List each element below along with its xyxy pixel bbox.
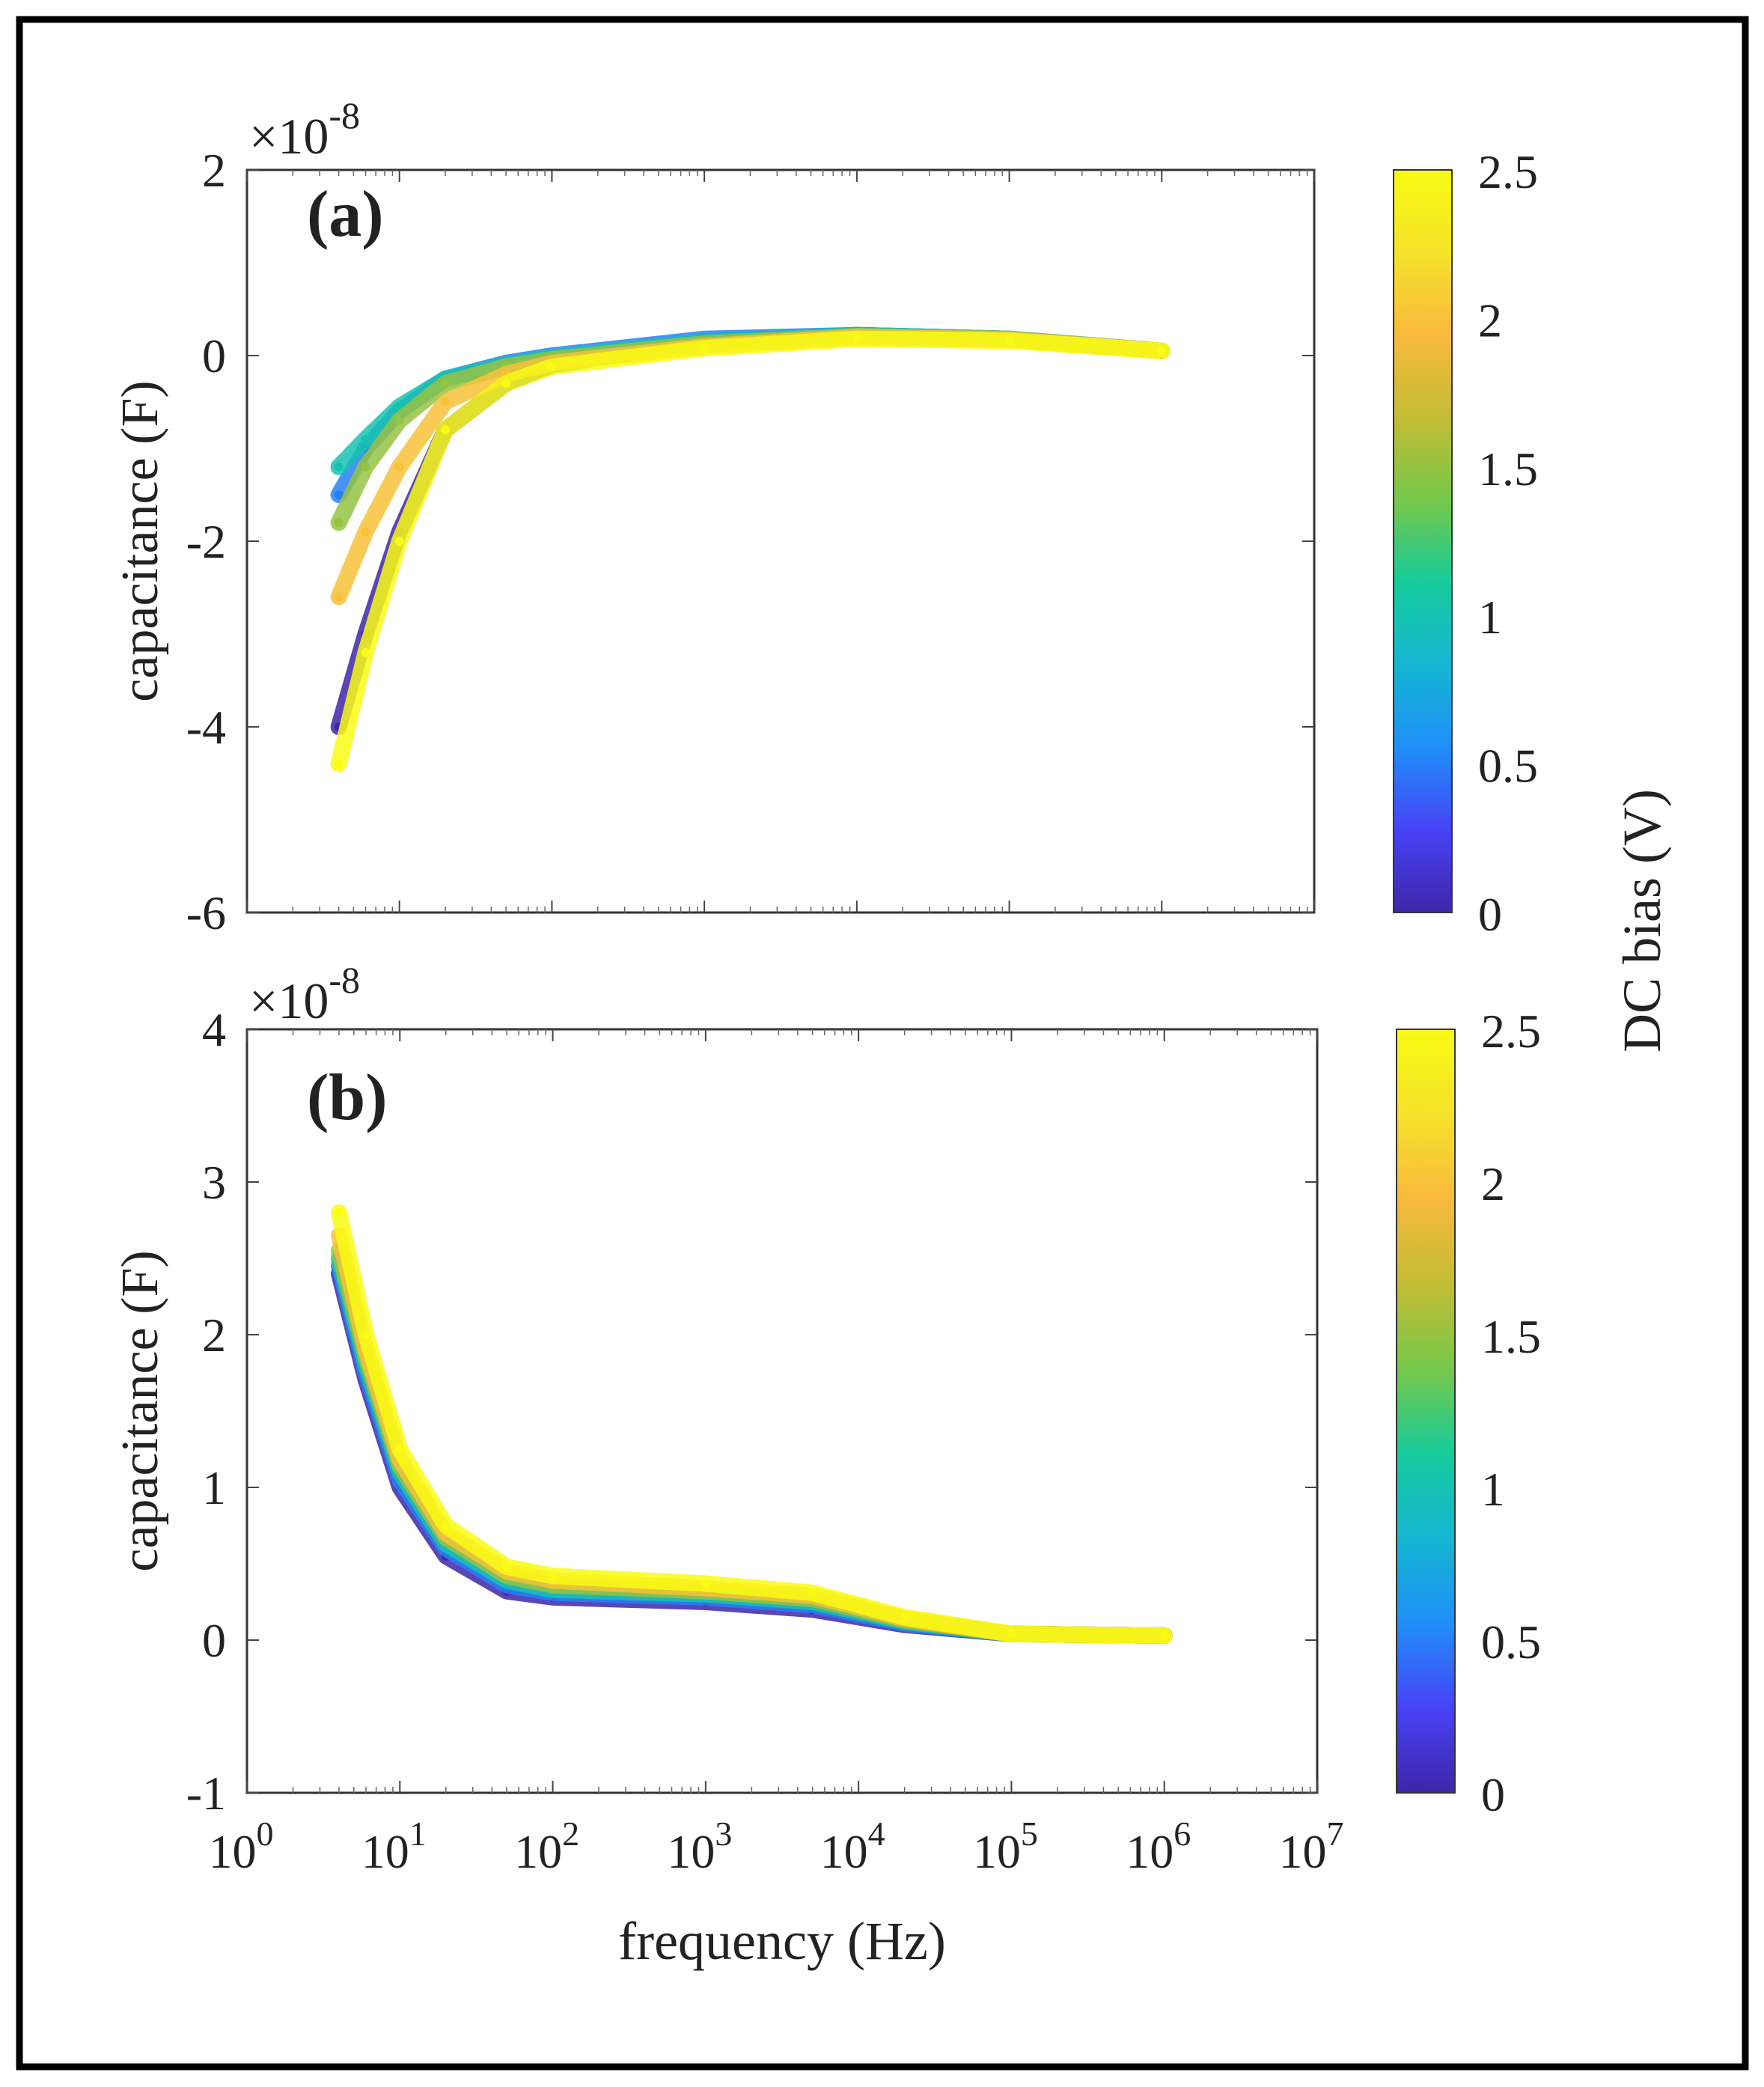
- y-exponent-b-power: -8: [329, 959, 360, 1001]
- panel-a: -6 -4 -2 0 2 (a) ×10-8 capacitance (F) 0 0.5 1…: [112, 94, 1538, 941]
- y-exponent-a: ×10-8: [249, 94, 360, 165]
- data-point: [334, 490, 344, 499]
- plot-b-series: [331, 1204, 1173, 1644]
- ytick-label: 4: [202, 1003, 226, 1056]
- colorbar-tick-label: 0: [1481, 1768, 1505, 1821]
- data-point: [547, 362, 557, 371]
- axes-b-ytick-labels: -1 0 1 2 3 4: [186, 1003, 226, 1820]
- data-point: [334, 462, 344, 472]
- y-exponent-a-base: ×10: [249, 108, 329, 165]
- colorbar-tick-label: 1.5: [1481, 1310, 1541, 1363]
- colorbar-b: [1396, 1029, 1456, 1794]
- ytick-label: 2: [202, 1308, 226, 1362]
- y-exponent-a-power: -8: [329, 94, 360, 136]
- data-point: [441, 397, 451, 406]
- colorbar-tick-label: 2.5: [1478, 145, 1538, 198]
- data-point: [334, 1207, 344, 1217]
- data-point: [441, 425, 451, 435]
- data-point: [441, 1521, 451, 1530]
- xtick-label: 103: [667, 1815, 732, 1878]
- ytick-label: -1: [186, 1767, 226, 1820]
- xtick-label: 106: [1126, 1815, 1191, 1878]
- data-point: [441, 379, 451, 389]
- colorbar-b-tick-labels: 0 0.5 1 1.5 2 2.5: [1481, 1005, 1541, 1821]
- data-point: [1159, 1630, 1169, 1640]
- colorbar-tick-label: 0.5: [1481, 1615, 1541, 1669]
- data-point: [1004, 336, 1014, 346]
- colorbar-tick-label: 2.5: [1481, 1005, 1541, 1058]
- colorbar-a: [1393, 169, 1453, 913]
- data-point: [394, 462, 404, 472]
- data-point: [502, 1562, 512, 1572]
- colorbar-tick-label: 2: [1478, 293, 1502, 347]
- colorbar-label: DC bias (V): [1612, 789, 1672, 1052]
- y-exponent-b: ×10-8: [249, 959, 360, 1029]
- data-point: [1007, 1629, 1016, 1639]
- ytick-label: 0: [202, 1614, 226, 1667]
- xtick-label: 107: [1279, 1815, 1344, 1878]
- data-point: [701, 1579, 710, 1588]
- data-point: [334, 759, 344, 769]
- colorbar-tick-label: 0: [1478, 888, 1502, 941]
- colorbar-tick-label: 2: [1481, 1157, 1505, 1210]
- panel-label-a: (a): [307, 178, 384, 251]
- y-axis-label-b: capacitance (F): [112, 1250, 169, 1571]
- data-point: [361, 462, 370, 472]
- y-exponent-b-base: ×10: [249, 972, 329, 1029]
- x-axis-label: frequency (Hz): [618, 1911, 946, 1971]
- xtick-label: 104: [820, 1815, 885, 1878]
- xtick-label: 101: [361, 1815, 427, 1878]
- y-axis-label-a: capacitance (F): [112, 380, 169, 701]
- ytick-label: 0: [202, 329, 226, 383]
- data-point: [700, 344, 709, 353]
- xtick-label: 102: [514, 1815, 579, 1878]
- data-point: [501, 379, 511, 389]
- ytick-label: 3: [202, 1156, 226, 1209]
- data-point: [361, 434, 370, 444]
- data-point: [1157, 346, 1167, 356]
- ytick-label: -6: [186, 886, 226, 939]
- colorbar-tick-label: 0.5: [1478, 740, 1538, 793]
- axes-a-ticks: [246, 169, 1315, 913]
- colorbar-a-tick-labels: 0 0.5 1 1.5 2 2.5: [1478, 145, 1538, 941]
- colorbar-tick-label: 1: [1478, 591, 1502, 644]
- panel-label-b: (b): [307, 1061, 388, 1134]
- data-point: [334, 592, 344, 602]
- ytick-label: -4: [186, 701, 226, 754]
- data-point: [395, 1445, 405, 1454]
- data-point: [852, 334, 861, 344]
- colorbar-tick-label: 1.5: [1478, 442, 1538, 496]
- xtick-label: 100: [209, 1815, 274, 1878]
- data-point: [394, 537, 404, 546]
- data-point: [394, 415, 404, 425]
- ytick-label: -2: [186, 515, 226, 568]
- axes-b-box: [245, 1028, 1319, 1794]
- axes-b-xtick-labels: 100 101 102 103 104 105 106 107: [209, 1815, 1344, 1878]
- xtick-label: 105: [973, 1815, 1038, 1878]
- data-point: [361, 648, 370, 657]
- data-point: [900, 1612, 909, 1622]
- data-point: [808, 1588, 817, 1597]
- series-curve: [330, 330, 1171, 773]
- data-point: [548, 1571, 558, 1581]
- data-point: [361, 527, 370, 537]
- axes-a-box: [245, 168, 1316, 914]
- ytick-label: 2: [202, 144, 226, 197]
- data-point: [334, 518, 344, 528]
- axes-b-ticks: [246, 1029, 1318, 1794]
- data-point: [361, 1330, 370, 1339]
- colorbar-tick-label: 1: [1481, 1463, 1505, 1516]
- ytick-label: 1: [202, 1461, 226, 1514]
- plot-a-series: [330, 326, 1171, 773]
- axes-a-ytick-labels: -6 -4 -2 0 2: [186, 144, 226, 939]
